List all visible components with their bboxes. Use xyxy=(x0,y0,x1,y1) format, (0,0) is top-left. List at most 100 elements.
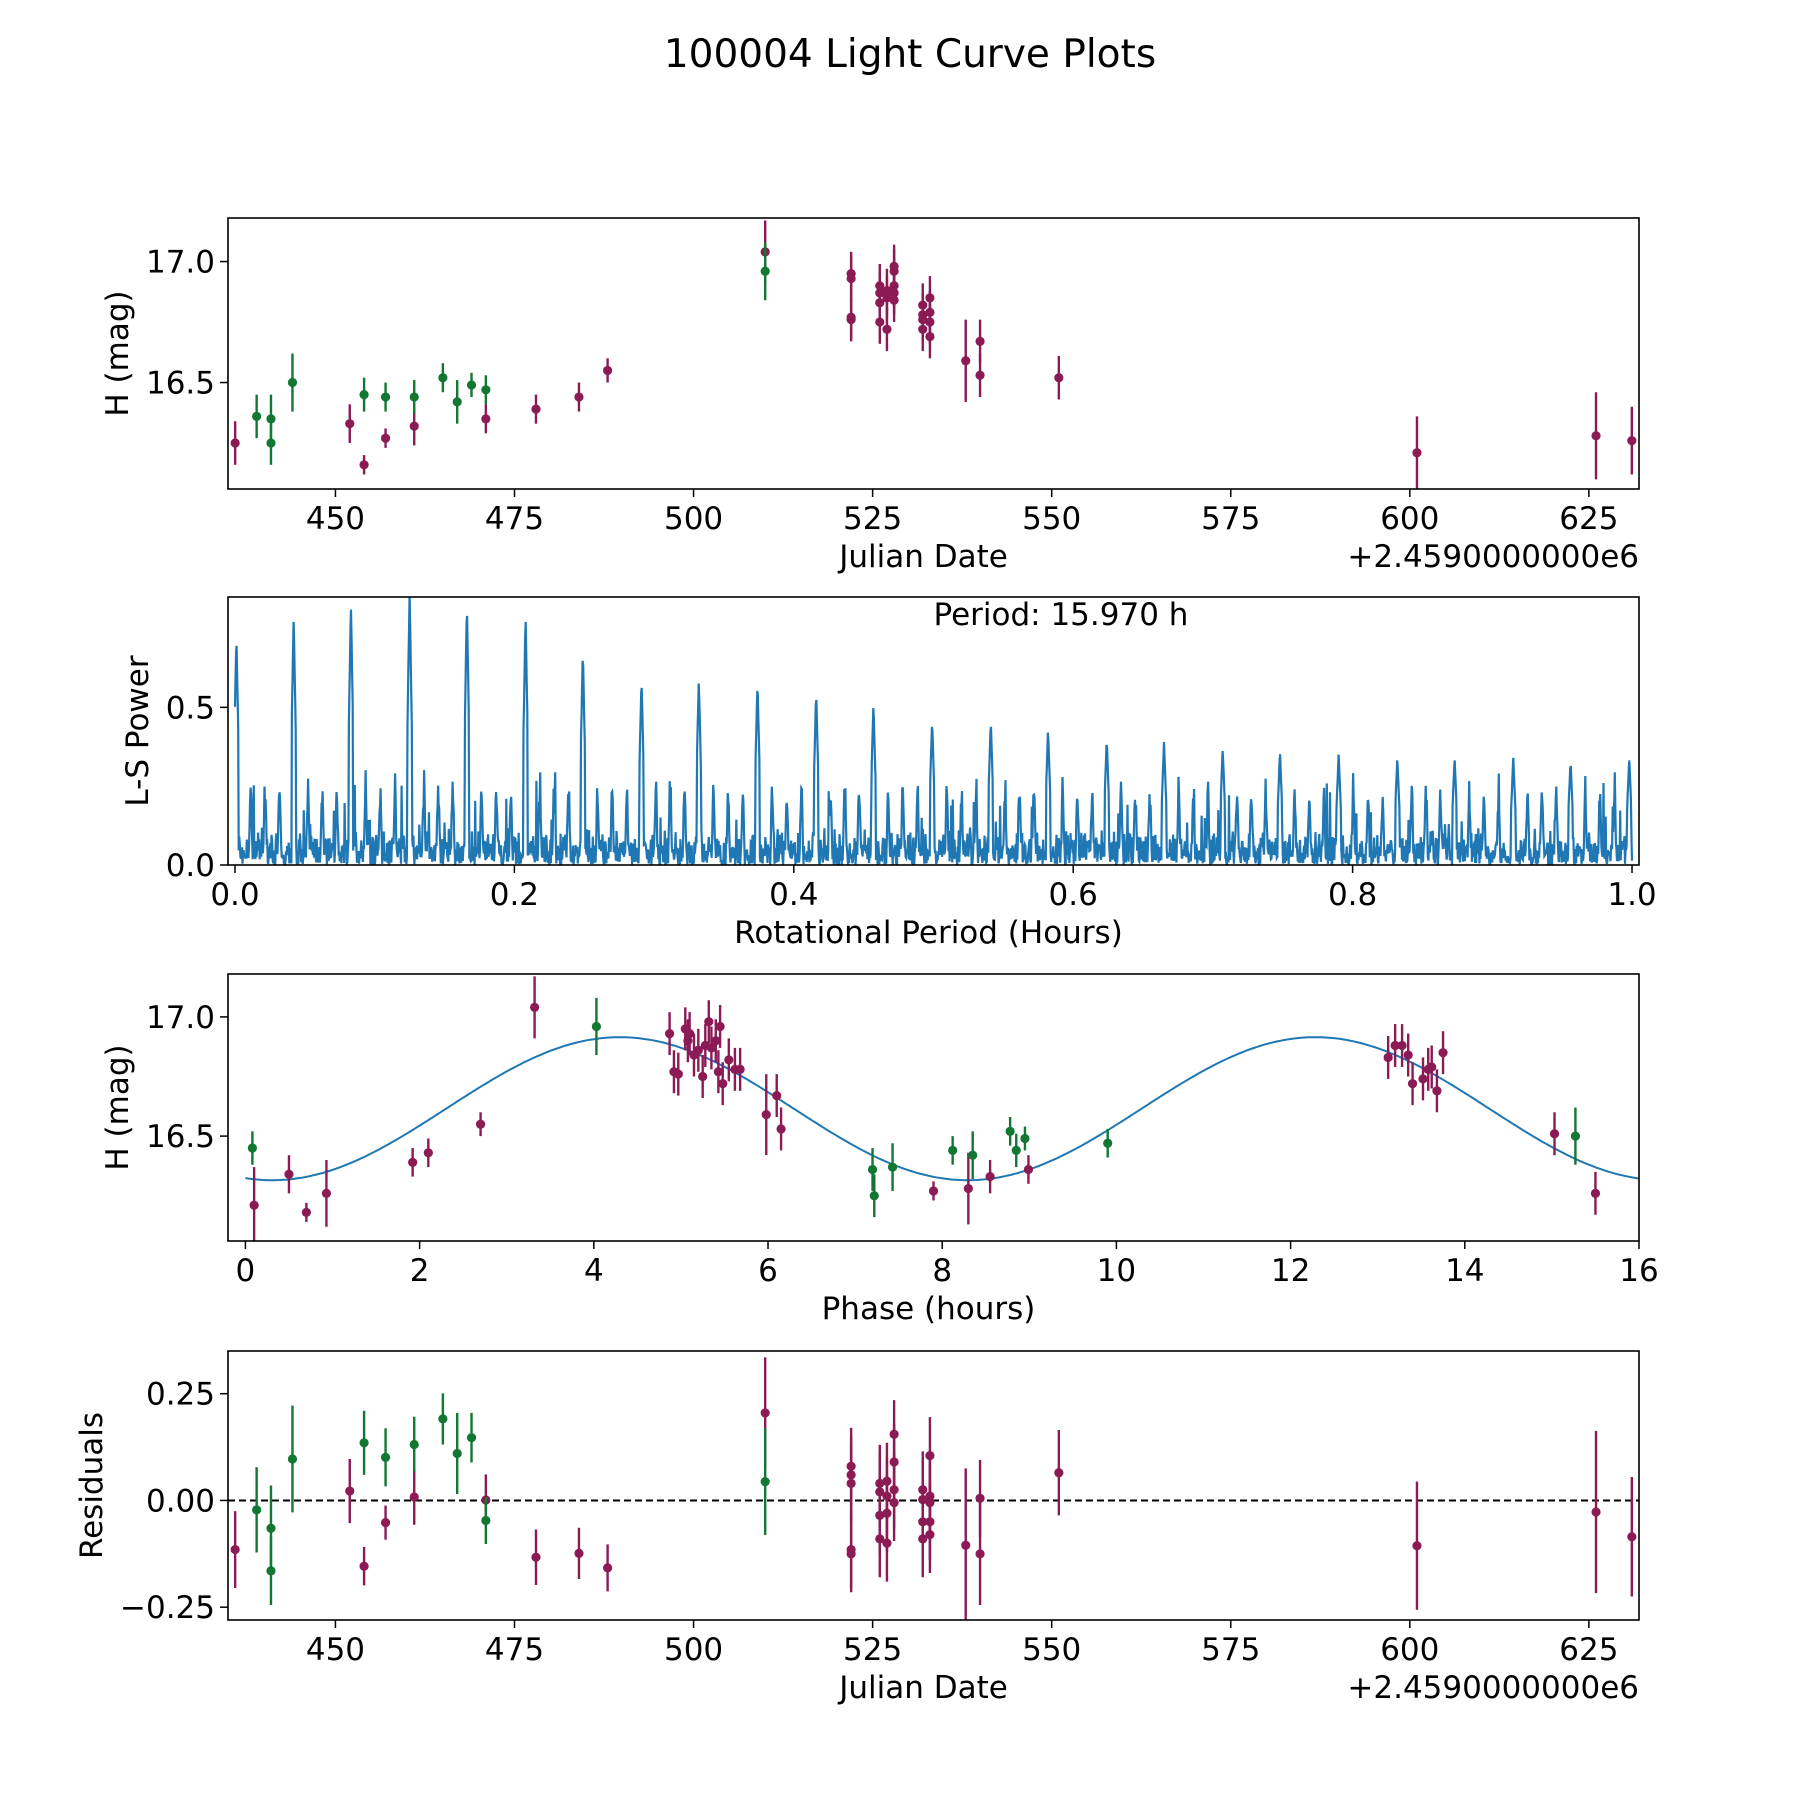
data-point xyxy=(918,1534,928,1544)
x-tick-label: 525 xyxy=(843,501,902,537)
x-offset-label: +2.4590000000e6 xyxy=(1347,1670,1639,1706)
x-tick-label: 450 xyxy=(306,1632,365,1668)
data-point xyxy=(1438,1048,1448,1058)
data-point xyxy=(724,1055,734,1065)
data-point xyxy=(772,1090,782,1101)
data-point xyxy=(266,438,276,448)
x-offset-label: +2.4590000000e6 xyxy=(1347,539,1639,575)
data-point xyxy=(531,1552,541,1562)
data-point xyxy=(1403,1050,1413,1060)
data-point xyxy=(704,1017,714,1027)
data-point xyxy=(574,1548,584,1558)
data-point xyxy=(359,460,369,470)
data-point xyxy=(882,293,892,303)
data-point xyxy=(438,1414,448,1424)
data-point xyxy=(918,324,928,334)
y-axis-label: L-S Power xyxy=(120,655,156,806)
data-point xyxy=(1549,1129,1560,1139)
x-tick-label: 6 xyxy=(758,1253,778,1289)
x-tick-label: 4 xyxy=(584,1253,604,1289)
data-point xyxy=(1590,1188,1601,1198)
data-point xyxy=(1412,1541,1422,1551)
x-tick-label: 500 xyxy=(664,1632,723,1668)
data-point xyxy=(846,273,856,284)
data-point xyxy=(760,266,770,276)
data-point xyxy=(1023,1164,1034,1175)
data-point xyxy=(715,1021,725,1032)
y-axis-label: Residuals xyxy=(74,1412,110,1559)
data-point xyxy=(423,1148,433,1158)
ls-power-line xyxy=(233,597,1634,865)
data-point xyxy=(247,1143,257,1153)
data-point xyxy=(718,1079,728,1089)
x-tick-label: 475 xyxy=(485,501,544,537)
x-tick-label: 1.0 xyxy=(1607,877,1656,913)
data-point xyxy=(380,433,391,443)
data-point xyxy=(889,1497,899,1508)
x-tick-label: 575 xyxy=(1201,501,1260,537)
plot-area xyxy=(233,597,1634,865)
x-tick-label: 550 xyxy=(1022,501,1081,537)
x-tick-label: 525 xyxy=(843,1632,902,1668)
data-point xyxy=(975,1549,985,1559)
axes-frame xyxy=(227,973,1640,1242)
data-point xyxy=(591,1021,602,1032)
data-point xyxy=(961,1540,971,1550)
model-fit-curve xyxy=(245,1036,1639,1182)
y-axis-label: H (mag) xyxy=(100,290,136,416)
data-point xyxy=(887,1162,898,1172)
y-axis-label: H (mag) xyxy=(100,1044,136,1170)
data-point xyxy=(776,1124,786,1134)
data-point xyxy=(230,1544,240,1555)
data-point xyxy=(249,1200,259,1210)
data-point xyxy=(466,380,477,390)
x-tick-label: 600 xyxy=(1380,1632,1439,1668)
data-point xyxy=(287,1454,298,1464)
x-tick-label: 12 xyxy=(1271,1253,1310,1289)
data-point xyxy=(531,404,541,414)
data-point xyxy=(975,1493,985,1503)
data-point xyxy=(252,411,262,422)
data-point xyxy=(345,419,355,429)
x-tick-label: 16 xyxy=(1619,1253,1658,1289)
series-filter-green xyxy=(247,997,1581,1218)
data-point xyxy=(408,1157,418,1167)
data-point xyxy=(711,1036,721,1046)
data-point xyxy=(1418,1074,1428,1084)
x-tick-label: 10 xyxy=(1097,1253,1136,1289)
figure-title: 100004 Light Curve Plots xyxy=(664,32,1156,77)
data-point xyxy=(1020,1133,1030,1144)
y-tick-label: 0.25 xyxy=(146,1377,215,1413)
data-point xyxy=(925,1451,935,1461)
x-tick-label: 600 xyxy=(1380,501,1439,537)
data-point xyxy=(1054,373,1064,383)
y-tick-label: 17.0 xyxy=(146,245,215,281)
data-point xyxy=(925,331,935,342)
data-point xyxy=(1570,1131,1581,1141)
data-point xyxy=(1383,1052,1393,1063)
data-point xyxy=(975,336,985,347)
data-point xyxy=(889,295,899,305)
y-tick-label: 0.0 xyxy=(166,848,215,884)
data-point xyxy=(266,1523,276,1533)
data-point xyxy=(359,1438,369,1448)
data-point xyxy=(869,1191,879,1201)
panel-residuals: 450 475 500 525 550 575 600 625 −0.25 0.00 0.25 Jul… xyxy=(74,1350,1640,1706)
y-tick-label: 16.5 xyxy=(146,366,215,402)
series-filter-green xyxy=(252,242,770,465)
data-point xyxy=(438,373,448,383)
data-point xyxy=(975,370,985,380)
data-point xyxy=(603,1563,613,1573)
data-point xyxy=(1591,1507,1601,1517)
data-point xyxy=(698,1071,708,1082)
data-point xyxy=(846,315,856,325)
x-tick-label: 625 xyxy=(1559,1632,1618,1668)
data-point xyxy=(603,365,613,376)
data-point xyxy=(409,421,419,431)
data-point xyxy=(1390,1040,1400,1051)
x-axis-label: Rotational Period (Hours) xyxy=(734,915,1123,951)
data-point xyxy=(706,1043,716,1053)
data-point xyxy=(713,1067,723,1077)
data-point xyxy=(380,1452,391,1462)
